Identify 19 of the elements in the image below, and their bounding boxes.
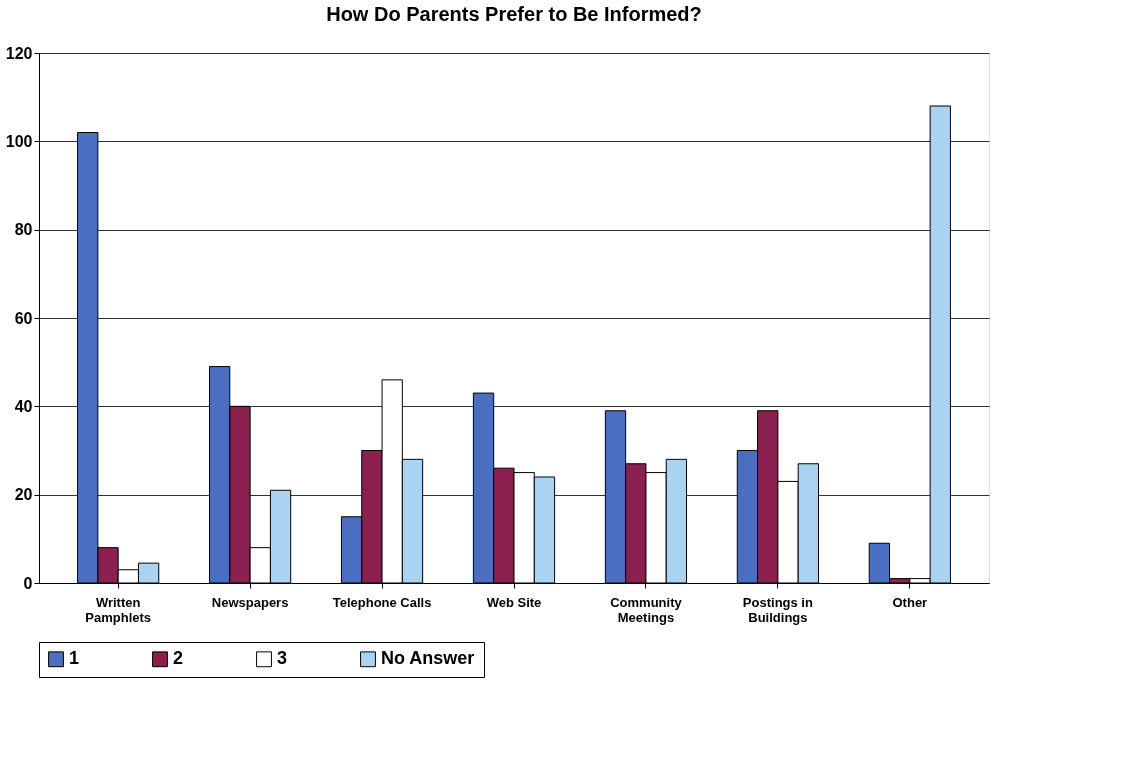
chart-title: How Do Parents Prefer to Be Informed?: [326, 3, 702, 25]
x-tick-label: Written Pamphlets: [85, 594, 152, 625]
legend-label: 2: [173, 648, 184, 669]
legend-label: 1: [69, 648, 80, 669]
y-tick-label: 60: [14, 309, 33, 327]
y-tick-label: 40: [14, 397, 33, 415]
y-tick-label: 20: [14, 486, 33, 504]
x-tick-label: Web Site: [486, 594, 542, 610]
y-tick-label: 100: [5, 132, 33, 150]
x-tick-label: Other: [892, 594, 928, 610]
y-tick-label: 80: [14, 221, 33, 239]
legend-label: No Answer: [381, 648, 475, 669]
x-tick-label: Newspapers: [211, 594, 289, 610]
x-tick-label: Community Meetings: [610, 594, 683, 625]
legend-label: 3: [277, 648, 288, 669]
x-tick-label: Telephone Calls: [332, 594, 432, 610]
y-tick-label: 0: [23, 574, 33, 592]
x-tick-label: Postings in Buildings: [742, 594, 813, 625]
y-tick-label: 120: [5, 44, 33, 62]
